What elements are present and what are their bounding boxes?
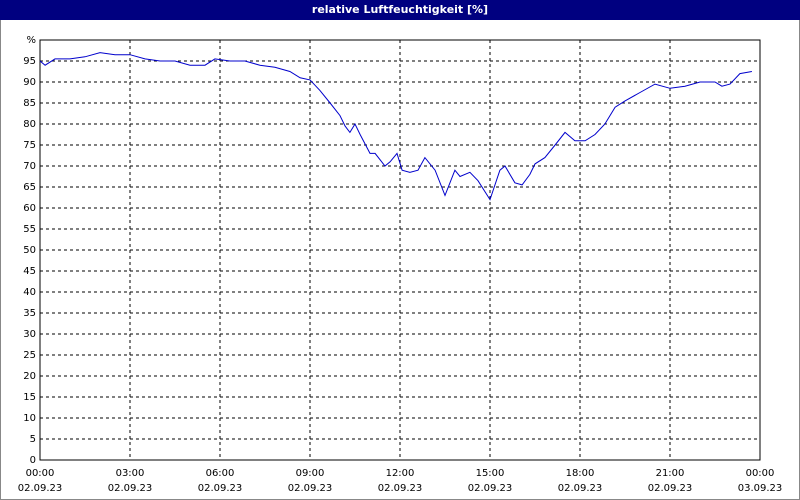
x-tick-label: 03:00	[116, 468, 145, 479]
x-tick-label: 21:00	[656, 468, 685, 479]
title-bar	[0, 0, 800, 20]
y-tick-label: 15	[23, 392, 36, 403]
y-tick-label: 70	[23, 161, 36, 172]
x-tick-label: 12:00	[386, 468, 415, 479]
x-tick-date: 02.09.23	[648, 483, 693, 494]
x-tick-label: 18:00	[566, 468, 595, 479]
plot-border	[39, 39, 761, 461]
y-tick-label: 75	[23, 140, 36, 151]
x-tick-label: 15:00	[476, 468, 505, 479]
y-tick-label: %	[26, 35, 36, 46]
x-tick-date: 02.09.23	[108, 483, 153, 494]
y-tick-label: 5	[30, 434, 36, 445]
y-tick-label: 10	[23, 413, 36, 424]
x-tick-date: 02.09.23	[198, 483, 243, 494]
y-tick-label: 65	[23, 182, 36, 193]
y-tick-label: 20	[23, 371, 36, 382]
y-tick-label: 90	[23, 77, 36, 88]
y-tick-label: 80	[23, 119, 36, 130]
x-tick-label: 09:00	[296, 468, 325, 479]
x-tick-date: 02.09.23	[288, 483, 333, 494]
y-tick-label: 35	[23, 308, 36, 319]
y-tick-label: 30	[23, 329, 36, 340]
x-tick-label: 00:00	[26, 468, 55, 479]
chart-title: relative Luftfeuchtigkeit [%]	[312, 3, 488, 16]
y-tick-label: 40	[23, 287, 36, 298]
y-tick-label: 85	[23, 98, 36, 109]
y-tick-label: 25	[23, 350, 36, 361]
x-tick-date: 03.09.23	[738, 483, 783, 494]
y-tick-label: 55	[23, 224, 36, 235]
x-tick-date: 02.09.23	[18, 483, 63, 494]
y-tick-label: 60	[23, 203, 36, 214]
y-tick-label: 50	[23, 245, 36, 256]
x-tick-date: 02.09.23	[558, 483, 603, 494]
x-tick-date: 02.09.23	[378, 483, 423, 494]
y-tick-label: 45	[23, 266, 36, 277]
x-tick-label: 00:00	[746, 468, 775, 479]
y-tick-label: 0	[30, 455, 36, 466]
x-tick-label: 06:00	[206, 468, 235, 479]
data-line	[39, 52, 752, 201]
y-tick-label: 95	[23, 56, 36, 67]
x-tick-date: 02.09.23	[468, 483, 513, 494]
